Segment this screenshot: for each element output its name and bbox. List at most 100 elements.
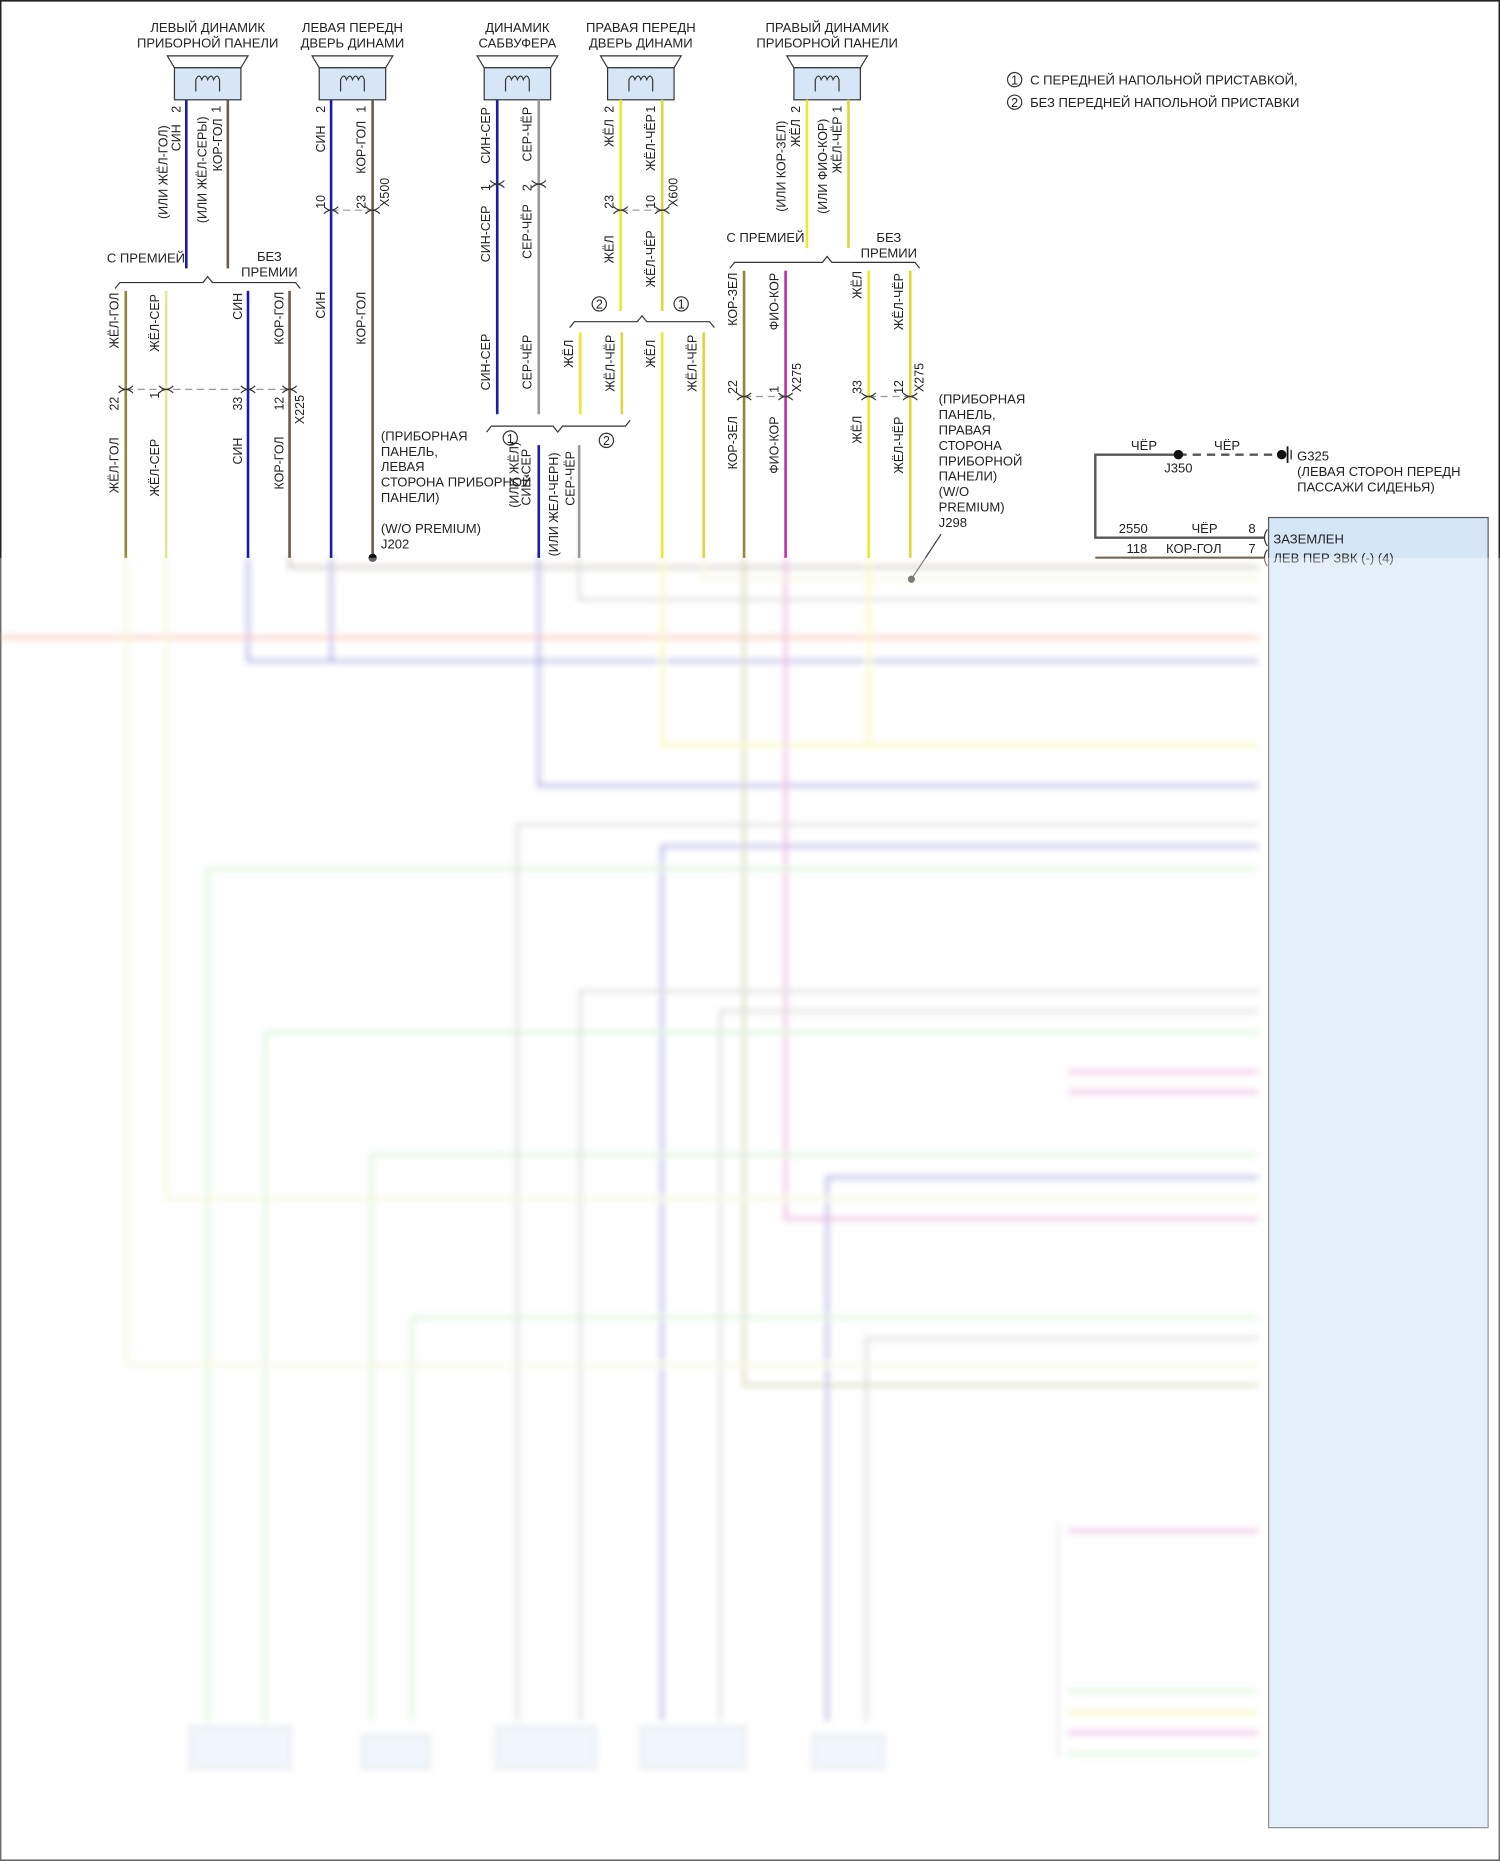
- connector-label: X275: [790, 363, 804, 392]
- wire-label: СИН: [314, 292, 328, 319]
- pin-number: 1: [210, 106, 224, 113]
- wire: [537, 557, 1258, 788]
- wire-label: ЖЁЛ-ЧЁР: [644, 230, 658, 287]
- wire-label: КОР-ГОЛ: [355, 292, 369, 345]
- wire: [124, 557, 1258, 1367]
- speaker-icon: [599, 55, 682, 101]
- wire: [246, 557, 1258, 663]
- connector-label: X500: [378, 178, 392, 207]
- wire-label: ЖЁЛ-ЧЁР: [830, 116, 844, 173]
- splice-text: J298: [939, 515, 967, 530]
- module-pin-label: ЗАЗЕМЛЕН: [1273, 532, 1344, 547]
- speaker-title: ПРИБОРНОЙ ПАНЕЛИ: [756, 36, 897, 51]
- wire: [206, 867, 1258, 1721]
- component-box: [495, 1726, 597, 1769]
- splice-text: (W/O: [939, 484, 969, 499]
- wire: [784, 557, 1258, 1221]
- wire-label: (ИЛИ ЖЕЛ-ЧЕРН): [547, 453, 561, 557]
- wire-label: СЕР-ЧЁР: [521, 204, 535, 259]
- speaker-title: ДВЕРЬ ДИНАМИ: [301, 36, 405, 51]
- speaker-icon: [476, 55, 559, 101]
- wire-label: СИН: [231, 438, 245, 465]
- wire: [578, 989, 1258, 1721]
- wire-label: (ИЛИ ФИО-КОР): [816, 119, 830, 214]
- wire-label: ЖЁЛ: [851, 271, 865, 299]
- circuit-number: 118: [1126, 541, 1147, 556]
- wire-label: КОР-ЗЕЛ: [726, 416, 740, 469]
- blur-veil: [0, 557, 1500, 1861]
- ground-location: (ЛЕВАЯ СТОРОН ПЕРЕДН: [1297, 464, 1461, 479]
- legend-number: 2: [1011, 96, 1018, 110]
- splice-j350-label: J350: [1164, 460, 1192, 475]
- splice-j202-dot: [368, 553, 377, 563]
- wire: [577, 557, 1258, 601]
- ground-id: G325: [1297, 449, 1329, 464]
- wire: [718, 1009, 1258, 1721]
- speaker-title: ЛЕВАЯ ПЕРЕДН: [302, 20, 403, 35]
- wire-label: ФИО-КОР: [767, 273, 781, 330]
- splice-text: ПАНЕЛИ): [381, 490, 440, 505]
- wire-label: ЖЁЛ-ГОЛ: [108, 437, 122, 493]
- splice-j350-dot: [1173, 449, 1184, 460]
- speaker-icon: [311, 55, 394, 101]
- speaker-icon: [166, 55, 249, 101]
- splice-text: СТОРОНА: [939, 438, 1003, 453]
- pin-number: 33: [851, 380, 865, 394]
- pin-number: 22: [108, 397, 122, 411]
- wire: [742, 557, 1258, 1387]
- wire-label: ЧЁР: [1214, 438, 1240, 453]
- speaker-title: ПРИБОРНОЙ ПАНЕЛИ: [137, 36, 278, 51]
- wire-label: (ИЛИ КОР-ЗЕЛ): [775, 121, 789, 212]
- splice-text: ПАНЕЛЬ,: [939, 407, 996, 422]
- wire-label: (ИЛИ ЖЁЛ-ГОЛ): [156, 125, 170, 219]
- wire-labels: 2 СИН (ИЛИ ЖЁЛ-ГОЛ) (ИЛИ ЖЁЛ-СЕРЫ) КОР-Г…: [108, 106, 927, 557]
- pin-number: 2: [169, 106, 183, 113]
- component-box: [640, 1726, 746, 1769]
- wire: [660, 844, 1258, 1721]
- speaker-title: ЛЕВЫЙ ДИНАМИК: [150, 20, 265, 35]
- splice-text: ПРИБОРНОЙ: [939, 453, 1023, 468]
- legend-text: С ПЕРЕДНЕЙ НАПОЛЬНОЙ ПРИСТАВКОЙ,: [1030, 72, 1298, 87]
- splice-text: J202: [381, 536, 409, 551]
- pin-number: 2: [603, 106, 617, 113]
- pin-number: 2: [789, 106, 803, 113]
- wire-label: КОР-ГОЛ: [273, 436, 287, 489]
- speaker-left-front-door: ЛЕВАЯ ПЕРЕДН ДВЕРЬ ДИНАМИ: [301, 20, 405, 101]
- wire-label: СИН: [314, 125, 328, 152]
- option-marker: 1: [507, 432, 514, 446]
- splice-j298-label: (ПРИБОРНАЯ ПАНЕЛЬ, ПРАВАЯ СТОРОНА ПРИБОР…: [939, 392, 1026, 530]
- option-marker: 2: [603, 434, 610, 448]
- pin-number: 1: [644, 106, 658, 113]
- wire-label: СИН-СЕР: [479, 334, 493, 391]
- splice-text: ПРАВАЯ: [939, 422, 991, 437]
- pin-number: 22: [726, 380, 740, 394]
- wire-label: ЖЁЛ-СЕР: [148, 294, 162, 352]
- pin-number: 2: [314, 106, 328, 113]
- wire-label: ЖЁЛ-ГОЛ: [108, 293, 122, 349]
- component-box: [189, 1726, 292, 1769]
- splice-j202-label: (ПРИБОРНАЯ ПАНЕЛЬ, ЛЕВАЯ СТОРОНА ПРИБОРН…: [381, 428, 532, 551]
- wire-label: СИН: [231, 293, 245, 320]
- pin-number: 12: [273, 397, 287, 411]
- speaker-title: САБВУФЕРА: [479, 36, 557, 51]
- module-pin-label: ЛЕВ ПЕР ЗВК (-) (4): [1273, 551, 1393, 566]
- wire: [702, 557, 1258, 581]
- option-no-premium: БЕЗ: [257, 249, 282, 264]
- speaker-right-dash: ПРАВЫЙ ДИНАМИК ПРИБОРНОЙ ПАНЕЛИ: [756, 20, 898, 101]
- wire-label: ФИО-КОР: [767, 416, 781, 473]
- option-no-premium: ПРЕМИИ: [861, 246, 917, 261]
- wire-label: СЕР-ЧЁР: [563, 451, 577, 506]
- speaker-subwoofer: ДИНАМИК САБВУФЕРА: [476, 20, 559, 101]
- wire-label: ЖЁЛ-ЧЁР: [892, 273, 906, 330]
- wire-label: КОР-ГОЛ: [211, 118, 225, 171]
- legend-text: БЕЗ ПЕРЕДНЕЙ НАПОЛЬНОЙ ПРИСТАВКИ: [1030, 95, 1299, 110]
- wire-label: ЖЁЛ: [562, 340, 576, 368]
- module-box: [1267, 516, 1489, 1829]
- wire-label: ЖЁЛ: [603, 235, 617, 263]
- option-premium: С ПРЕМИЕЙ: [107, 250, 185, 265]
- wire-label: СЕР-ЧЁР: [521, 107, 535, 162]
- speaker-title: ДВЕРЬ ДИНАМИ: [589, 36, 693, 51]
- wire: [370, 1153, 1258, 1721]
